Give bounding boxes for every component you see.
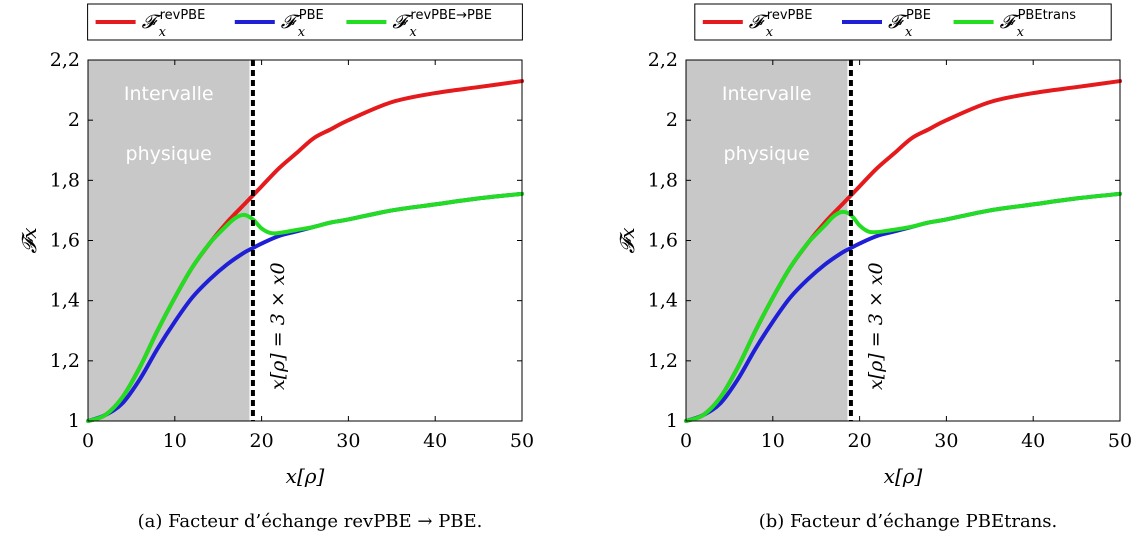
y-tick-label: 1,6: [50, 230, 80, 252]
shaded-interval: [686, 60, 848, 421]
x-tick-label: 10: [163, 430, 187, 452]
y-tick-label: 1,2: [648, 350, 678, 372]
x-tick-label: 40: [1021, 430, 1045, 452]
legend-box: [87, 3, 523, 41]
x-axis-label: x[ρ]: [884, 464, 923, 488]
x-tick-label: 0: [82, 430, 94, 452]
shaded-label-line2: physique: [126, 143, 212, 165]
legend-box: [694, 3, 1112, 41]
x-tick-label: 10: [761, 430, 785, 452]
y-tick-label: 1,4: [648, 290, 678, 312]
caption: (b) Facteur d’échange PBEtrans.: [759, 511, 1058, 532]
chart-panel-b: Intervalle physique x[ρ] = 3 × x0 0 10 20 30 40…: [615, 3, 1132, 532]
caption: (a) Facteur d’échange revPBE → PBE.: [138, 511, 483, 532]
series-line-2: [86, 191, 524, 423]
x-tick-label: 20: [848, 430, 872, 452]
legend-label-sup-2: revPBE→PBE: [410, 8, 492, 23]
y-axis-label: 𝓕x: [17, 227, 41, 253]
x-tick-label: 30: [336, 430, 360, 452]
y-tick-label: 2,2: [648, 49, 678, 71]
shaded-label-line1: Intervalle: [124, 83, 214, 105]
legend-label-sup-0: revPBE: [160, 8, 206, 23]
x-tick-label: 20: [250, 430, 274, 452]
legend-label-sup-1: PBE: [906, 8, 931, 23]
shaded-label-line1: Intervalle: [722, 83, 812, 105]
legend-label-sub-1: x: [905, 25, 913, 40]
x-tick-label: 50: [510, 430, 534, 452]
legend-label-sub-0: x: [159, 25, 167, 40]
legend-label-sub-1: x: [298, 25, 306, 40]
chart-panel-a: Intervalle physique x[ρ] = 3 × x0 0 10 20 30 40…: [17, 3, 534, 532]
y-tick-label: 1: [666, 410, 678, 432]
shaded-label-line2: physique: [724, 143, 810, 165]
y-tick-label: 1,4: [50, 290, 80, 312]
x-tick-label: 40: [423, 430, 447, 452]
y-tick-label: 1,8: [648, 169, 678, 191]
legend-label-sub-2: x: [1017, 25, 1025, 40]
y-tick-label: 2: [666, 109, 678, 131]
x-tick-label: 50: [1108, 430, 1132, 452]
y-tick-label: 1,6: [648, 230, 678, 252]
legend-label-sup-0: revPBE: [767, 8, 813, 23]
legend-label-sub-2: x: [409, 25, 417, 40]
legend-label-sup-1: PBE: [299, 8, 324, 23]
vline-label: x[ρ] = 3 × x0: [267, 262, 289, 390]
y-tick-label: 1: [68, 410, 80, 432]
vline-label: x[ρ] = 3 × x0: [865, 262, 887, 390]
y-tick-label: 2,2: [50, 49, 80, 71]
legend-label-sup-2: PBEtrans: [1018, 8, 1077, 23]
y-axis-label: 𝓕x: [615, 227, 639, 253]
legend-label-sub-0: x: [766, 25, 774, 40]
y-tick-label: 2: [68, 109, 80, 131]
x-tick-label: 0: [680, 430, 692, 452]
x-axis-label: x[ρ]: [286, 464, 325, 488]
x-tick-label: 30: [934, 430, 958, 452]
shaded-interval: [88, 60, 250, 421]
y-tick-label: 1,8: [50, 169, 80, 191]
y-tick-label: 1,2: [50, 350, 80, 372]
